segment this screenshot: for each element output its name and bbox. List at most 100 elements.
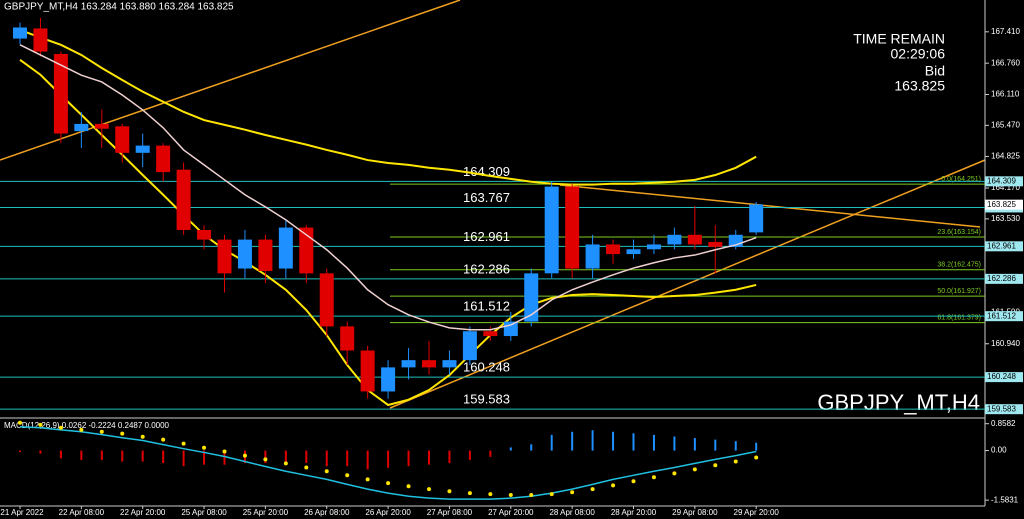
level-box: [985, 404, 1023, 415]
macd-y-tick-label: -1.5831: [991, 495, 1019, 504]
signal-dot: [161, 437, 166, 442]
signal-dot: [345, 473, 350, 478]
y-tick-label: 160.940: [991, 339, 1020, 348]
candle-body: [319, 273, 334, 327]
x-tick-label: 22 Apr 08:00: [59, 508, 105, 517]
signal-dot: [467, 491, 472, 496]
candle-body: [33, 28, 48, 52]
macd-bar: [632, 433, 635, 451]
signal-dot: [672, 471, 677, 476]
signal-dot: [386, 481, 391, 486]
signal-dot: [549, 492, 554, 497]
macd-bar: [407, 450, 410, 467]
macd-bar: [509, 447, 512, 451]
x-tick-label: 25 Apr 08:00: [181, 508, 227, 517]
signal-dot: [427, 487, 431, 492]
macd-bar: [182, 450, 185, 467]
level-box-label: 164.309: [987, 176, 1016, 185]
candle-body: [646, 244, 661, 250]
macd-bar: [325, 450, 328, 467]
level-box-label: 159.583: [987, 404, 1016, 413]
candle-body: [708, 242, 723, 247]
candle-body: [156, 145, 171, 173]
macd-bar: [428, 450, 430, 465]
level-label: 159.583: [463, 392, 510, 407]
bid-box-label: 163.825: [987, 200, 1016, 209]
signal-dot: [283, 461, 288, 466]
level-box: [985, 176, 1023, 187]
candle-body: [524, 273, 539, 322]
y-tick-label: 166.110: [991, 90, 1020, 99]
candle-body: [503, 321, 518, 337]
macd-bar: [121, 450, 124, 462]
y-tick-label: 166.760: [991, 58, 1020, 67]
macd-bar: [591, 430, 594, 451]
signal-dot: [631, 479, 636, 484]
candle-body: [442, 360, 457, 368]
signal-dot: [733, 459, 738, 464]
candle-body: [53, 53, 68, 134]
y-tick-label: 163.530: [991, 214, 1020, 223]
fib-label: 0.0(164.251): [941, 176, 981, 183]
time-remain-label: TIME REMAIN: [853, 31, 945, 47]
signal-dot: [651, 475, 656, 480]
candle-body: [94, 123, 109, 129]
trend-line: [0, 0, 461, 161]
signal-dot: [263, 457, 268, 462]
candle-body: [483, 331, 498, 337]
signal-dot: [181, 441, 186, 446]
level-label: 162.961: [463, 229, 510, 244]
macd-bar: [755, 442, 758, 451]
candle-body: [340, 326, 355, 351]
macd-y-tick-label: 0.00: [991, 446, 1007, 455]
candle-body: [749, 204, 764, 233]
level-box: [985, 311, 1023, 322]
moving-average: [19, 44, 757, 331]
macd-bar: [571, 431, 574, 451]
signal-dot: [99, 429, 104, 434]
macd-bar: [387, 450, 390, 468]
x-tick-label: 29 Apr 20:00: [734, 508, 780, 517]
candle-body: [626, 249, 641, 255]
signal-dot: [304, 465, 309, 470]
candle-body: [381, 367, 396, 392]
macd-bar: [652, 434, 655, 451]
bid-label: Bid: [925, 63, 945, 79]
signal-dot: [79, 427, 84, 432]
signal-dot: [713, 463, 718, 468]
signal-dot: [488, 492, 493, 497]
macd-bar: [550, 434, 553, 451]
signal-dot: [754, 455, 759, 460]
level-box: [985, 273, 1023, 284]
signal-dot: [447, 489, 452, 494]
signal-dot: [242, 453, 247, 458]
symbol-label: GBPJPY_MT,H4: [817, 390, 980, 415]
macd-y-tick-label: 0.8582: [991, 419, 1016, 428]
signal-dot: [692, 467, 697, 472]
signal-dot: [120, 431, 125, 436]
x-tick-label: 22 Apr 20:00: [120, 508, 166, 517]
macd-bar: [489, 450, 492, 457]
level-label: 160.248: [463, 360, 510, 375]
trend-line: [389, 159, 986, 409]
candle-body: [258, 239, 273, 271]
candle-body: [74, 123, 89, 132]
fib-label: 50.0(161.927): [937, 288, 981, 295]
candle-body: [13, 27, 27, 39]
macd-bar: [448, 450, 451, 464]
macd-bar: [673, 436, 676, 451]
x-tick-label: 29 Apr 08:00: [672, 508, 718, 517]
level-label: 163.767: [463, 190, 510, 205]
upper-band: [19, 28, 757, 186]
macd-bar: [346, 450, 349, 467]
candle-body: [115, 126, 130, 153]
candle-body: [135, 145, 150, 153]
macd-bar: [693, 438, 696, 451]
signal-dot: [140, 434, 145, 439]
signal-dot: [529, 493, 534, 498]
candle-body: [585, 244, 600, 269]
level-box-label: 162.961: [987, 241, 1016, 250]
macd-bar: [19, 450, 21, 453]
